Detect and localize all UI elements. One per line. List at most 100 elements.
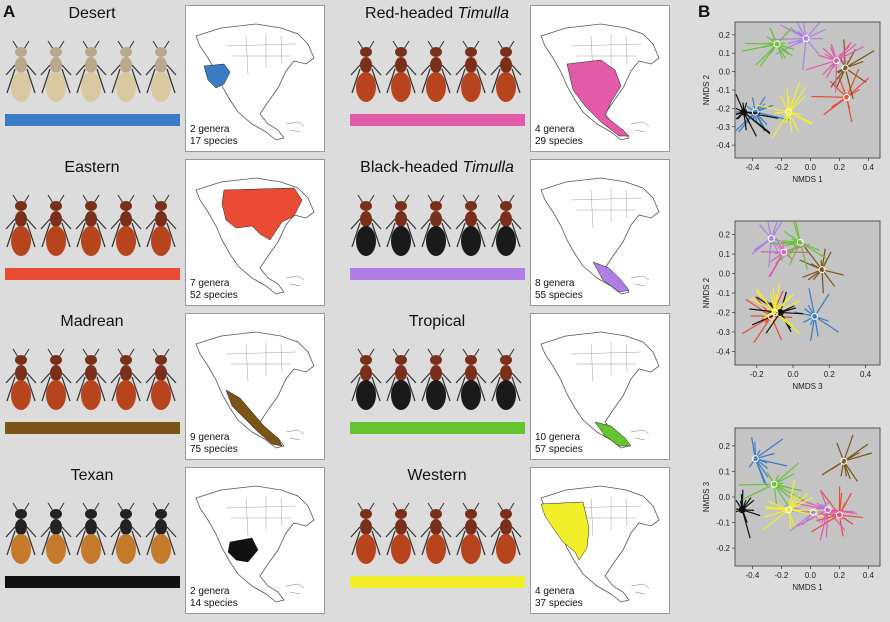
spider-line xyxy=(802,38,807,71)
specimen xyxy=(145,40,177,102)
spider-line xyxy=(764,311,776,317)
species-count: 37 species xyxy=(535,598,583,609)
spider-line xyxy=(773,483,805,501)
spider-line xyxy=(735,111,756,132)
spider-line xyxy=(802,22,807,39)
spider-line xyxy=(741,509,746,518)
plot-frame xyxy=(734,427,881,567)
genera-count: 2 genera xyxy=(190,124,230,135)
spider-line xyxy=(805,22,820,39)
spider-line xyxy=(821,269,824,294)
specimen xyxy=(145,502,177,564)
x-tick-label: 0.2 xyxy=(834,571,846,580)
spider-line xyxy=(829,60,837,68)
spider-line xyxy=(824,53,837,62)
spider-line xyxy=(737,111,745,120)
spider-line xyxy=(788,95,806,113)
specimen xyxy=(490,194,522,256)
spider-line xyxy=(821,260,827,270)
y-tick-label: -0.1 xyxy=(716,86,730,95)
spider-line xyxy=(822,513,840,516)
range-map: 4 genera 37 species xyxy=(530,467,670,614)
spider-line xyxy=(789,242,801,266)
spider-line xyxy=(836,45,851,61)
spider-line xyxy=(819,489,840,516)
specimen xyxy=(40,40,72,102)
spider-line xyxy=(743,102,748,113)
x-axis-label: NMDS 1 xyxy=(792,583,823,592)
x-tick-label: -0.2 xyxy=(775,163,789,172)
spider-line xyxy=(836,442,845,462)
group-title: Western xyxy=(348,467,526,485)
spider-line xyxy=(774,251,785,255)
spider-line xyxy=(827,509,858,515)
spider-line xyxy=(839,56,846,69)
centroid-point xyxy=(773,40,781,48)
x-tick-label: 0.2 xyxy=(834,163,846,172)
y-tick-label: -0.2 xyxy=(716,308,730,317)
group-title-text: Tropical xyxy=(408,313,466,330)
specimen xyxy=(350,348,382,410)
spider-line xyxy=(788,496,813,511)
spider-line xyxy=(748,458,756,468)
spider-line xyxy=(780,307,797,314)
y-tick-label: 0.2 xyxy=(719,231,731,240)
spider-line xyxy=(771,315,793,319)
spider-line xyxy=(774,282,781,313)
spider-line xyxy=(799,259,823,271)
centroid-point xyxy=(767,235,775,243)
specimen xyxy=(110,502,142,564)
specimen xyxy=(350,40,382,102)
spider-line xyxy=(844,49,856,69)
spider-line xyxy=(773,483,785,488)
spider-line xyxy=(756,291,776,313)
group-title-italic: Timulla xyxy=(462,159,514,176)
spider-line xyxy=(771,312,776,324)
spider-line xyxy=(760,297,781,313)
spider-line xyxy=(774,294,778,313)
spider-line xyxy=(782,240,801,244)
spider-line xyxy=(814,315,829,322)
x-tick-label: 0.0 xyxy=(787,370,799,379)
spider-line xyxy=(812,500,832,513)
spider-line xyxy=(775,238,785,253)
spider-line xyxy=(788,111,813,125)
spider-line xyxy=(770,241,801,245)
spider-line xyxy=(773,484,778,506)
spider-line xyxy=(821,269,844,276)
plot-frame xyxy=(734,21,881,159)
spider-line xyxy=(802,511,814,526)
centroid-point xyxy=(802,35,810,43)
spider-line xyxy=(774,482,784,485)
spider-line xyxy=(843,461,848,470)
map-caption: 2 genera 17 species xyxy=(190,124,238,148)
y-tick-label: -0.2 xyxy=(716,544,730,553)
species-count: 29 species xyxy=(535,136,583,147)
specimen xyxy=(5,502,37,564)
specimen xyxy=(5,194,37,256)
spider-line xyxy=(803,315,816,323)
x-axis-label: NMDS 3 xyxy=(792,382,823,391)
spider-line xyxy=(742,483,775,500)
spider-line xyxy=(784,241,801,247)
spider-line xyxy=(811,514,840,533)
spider-line xyxy=(771,111,790,139)
spider-line xyxy=(843,452,872,462)
x-tick-label: -0.4 xyxy=(746,163,760,172)
map-svg xyxy=(195,177,315,295)
spider-line xyxy=(755,111,791,121)
group-title: Black-headed Timulla xyxy=(348,159,526,177)
spider-line xyxy=(846,97,851,110)
specimen-photos xyxy=(5,502,177,564)
spider-line xyxy=(735,509,743,513)
spider-line xyxy=(843,460,858,482)
centroid-point xyxy=(767,312,775,320)
spider-line xyxy=(754,296,772,317)
spider-line xyxy=(770,251,785,263)
spider-line xyxy=(754,458,769,478)
specimen xyxy=(420,348,452,410)
plot-frame xyxy=(734,220,881,366)
spider-line xyxy=(788,111,792,127)
specimen xyxy=(40,348,72,410)
y-tick-label: -0.4 xyxy=(716,141,730,150)
